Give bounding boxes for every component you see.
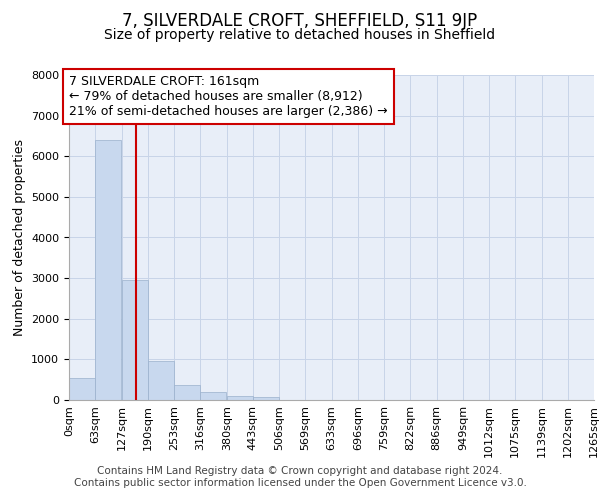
Text: Size of property relative to detached houses in Sheffield: Size of property relative to detached ho… [104, 28, 496, 42]
Bar [69, 378, 95, 400]
Bar [253, 398, 279, 400]
Bar [148, 362, 174, 400]
Bar [122, 280, 148, 400]
Y-axis label: Number of detached properties: Number of detached properties [13, 139, 26, 336]
Bar [227, 396, 253, 400]
Text: 7 SILVERDALE CROFT: 161sqm
← 79% of detached houses are smaller (8,912)
21% of s: 7 SILVERDALE CROFT: 161sqm ← 79% of deta… [69, 75, 388, 118]
Bar [200, 392, 226, 400]
Bar [174, 384, 200, 400]
Text: 7, SILVERDALE CROFT, SHEFFIELD, S11 9JP: 7, SILVERDALE CROFT, SHEFFIELD, S11 9JP [122, 12, 478, 30]
Bar [95, 140, 121, 400]
Text: Contains HM Land Registry data © Crown copyright and database right 2024.
Contai: Contains HM Land Registry data © Crown c… [74, 466, 526, 487]
